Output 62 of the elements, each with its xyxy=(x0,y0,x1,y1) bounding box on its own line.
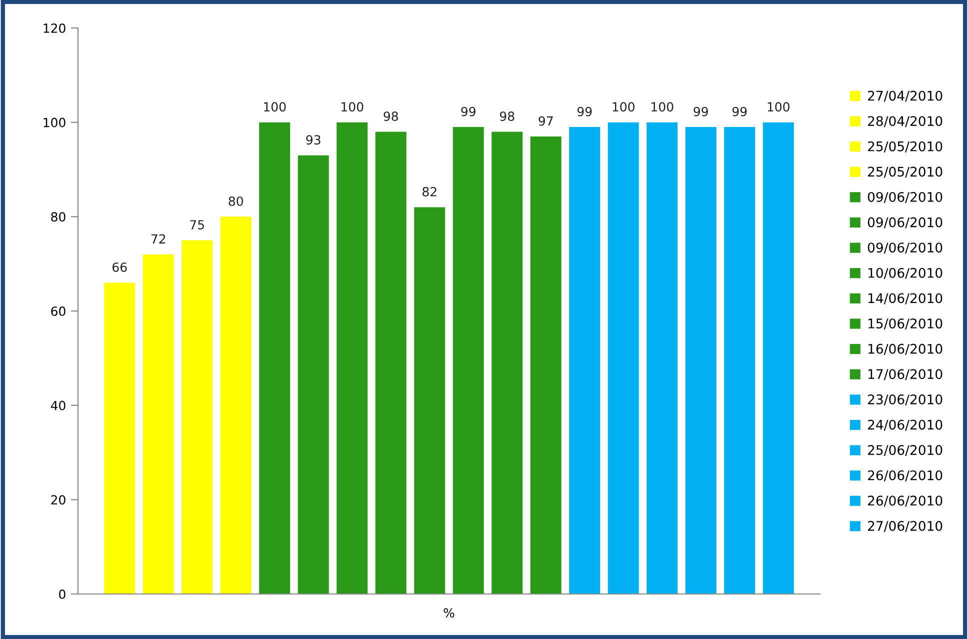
bar xyxy=(724,127,756,594)
legend-label: 10/06/2010 xyxy=(868,268,942,279)
legend-label: 23/06/2010 xyxy=(868,394,942,406)
data-label: 100 xyxy=(264,102,286,112)
y-tick-label: 100 xyxy=(44,118,66,128)
bar xyxy=(685,127,716,594)
data-label: 82 xyxy=(422,187,436,196)
data-label: 80 xyxy=(228,196,244,206)
legend-label: 14/06/2010 xyxy=(868,293,942,304)
y-tick-label: 40 xyxy=(50,400,66,410)
bar xyxy=(336,122,368,594)
bar xyxy=(452,127,484,594)
y-tick-label: 0 xyxy=(59,589,66,599)
legend-label: 09/06/2010 xyxy=(868,242,942,254)
data-label: 100 xyxy=(612,102,634,112)
bar xyxy=(608,122,639,594)
bar xyxy=(414,207,446,594)
y-tick-label: 20 xyxy=(51,495,66,505)
legend-label: 24/06/2010 xyxy=(868,420,942,431)
legend-label: 28/04/2010 xyxy=(868,116,942,128)
y-tick-label: 60 xyxy=(51,306,66,316)
legend-label: 25/05/2010 xyxy=(868,141,942,152)
x-tick-label: % xyxy=(444,608,454,618)
y-tick-label: 120 xyxy=(44,23,66,33)
bar xyxy=(259,122,290,594)
bar xyxy=(298,155,329,594)
data-label: 100 xyxy=(768,102,790,112)
bar xyxy=(530,136,562,594)
bar xyxy=(220,216,252,594)
bar xyxy=(104,282,136,594)
data-label: 99 xyxy=(577,106,592,116)
bar xyxy=(492,132,523,594)
bar xyxy=(182,240,213,594)
data-label: 66 xyxy=(112,262,127,272)
data-label: 100 xyxy=(652,102,674,112)
bar xyxy=(375,132,406,594)
legend-label: 27/04/2010 xyxy=(868,90,942,102)
legend-label: 26/06/2010 xyxy=(868,496,942,507)
legend-label: 25/06/2010 xyxy=(868,445,942,456)
legend-label: 27/06/2010 xyxy=(868,520,942,532)
bar xyxy=(142,254,174,594)
legend-label: 16/06/2010 xyxy=(868,344,942,355)
data-label: 99 xyxy=(461,106,476,116)
data-label: 75 xyxy=(190,220,204,230)
data-label: 98 xyxy=(500,112,514,122)
bar xyxy=(646,122,678,594)
legend-label: 17/06/2010 xyxy=(868,369,942,380)
data-label: 100 xyxy=(342,102,364,112)
data-label: 98 xyxy=(384,112,398,122)
data-label: 99 xyxy=(694,106,708,116)
legend-label: 09/06/2010 xyxy=(868,192,942,203)
data-label: 93 xyxy=(306,135,320,145)
data-label: 72 xyxy=(151,234,166,244)
data-label: 97 xyxy=(538,116,553,126)
legend-label: 25/05/2010 xyxy=(868,166,942,178)
legend-label: 09/06/2010 xyxy=(868,217,942,228)
data-label: 99 xyxy=(732,106,747,116)
legend-label: 15/06/2010 xyxy=(868,318,942,330)
y-tick-label: 80 xyxy=(51,212,66,222)
bar xyxy=(762,122,794,594)
bar xyxy=(569,127,600,594)
legend-label: 26/06/2010 xyxy=(868,470,942,482)
